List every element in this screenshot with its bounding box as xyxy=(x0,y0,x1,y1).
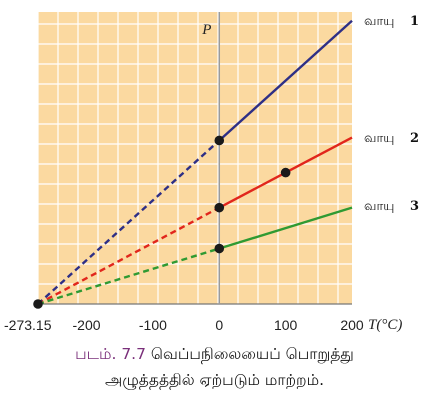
caption-text-1: வெப்பநிலையைப் பொறுத்து xyxy=(150,345,354,363)
y-axis-label: P xyxy=(201,22,211,38)
caption-text-2: அழுத்தத்தில் ஏற்படும் மாற்றம். xyxy=(104,371,325,389)
absolute-zero-point xyxy=(33,299,43,309)
figure-number: படம். 7.7 xyxy=(75,345,146,363)
series-1-line xyxy=(218,19,353,142)
x-tick-label: 100 xyxy=(274,317,298,333)
figure-caption-line-2: அழுத்தத்தில் ஏற்படும் மாற்றம். xyxy=(0,371,429,391)
x-tick-labels: -273.15 -200 -100 0 100 200 xyxy=(4,317,364,333)
x-axis-label: T(°C) xyxy=(368,317,402,333)
series-labels: வாயு 1 வாயு 2 வாயு 3 xyxy=(364,14,419,214)
x-tick-label: 0 xyxy=(215,317,223,333)
pressure-temperature-chart: -273.15 -200 -100 0 100 200 P T(°C) வாயு 1வாயு… xyxy=(4,12,419,333)
x-tick-label: -100 xyxy=(139,317,167,333)
x-tick-label: -200 xyxy=(73,317,101,333)
series-2-point xyxy=(280,167,291,178)
series-3-extrapolated-line xyxy=(37,247,220,306)
series-1-point xyxy=(214,135,225,146)
series-2-point xyxy=(214,202,225,213)
series-3-point xyxy=(214,243,225,254)
series-3-number: 3 xyxy=(410,199,419,214)
series-1-extrapolated-line xyxy=(37,139,221,305)
grid-lines xyxy=(34,12,352,305)
series-3-line xyxy=(218,206,353,250)
x-tick-label: 200 xyxy=(340,317,364,333)
x-tick-label: -273.15 xyxy=(4,317,52,333)
series-2-label: வாயு xyxy=(364,131,394,146)
points-layer xyxy=(33,135,291,309)
series-2-number: 2 xyxy=(410,131,419,146)
series-1-label: வாயு xyxy=(364,14,394,29)
series-2-extrapolated-line xyxy=(37,206,220,306)
figure-caption-line-1: படம். 7.7 வெப்பநிலையைப் பொறுத்து xyxy=(0,345,429,365)
series-layer xyxy=(37,19,353,306)
series-1-number: 1 xyxy=(410,14,419,29)
series-3-label: வாயு xyxy=(364,199,394,214)
